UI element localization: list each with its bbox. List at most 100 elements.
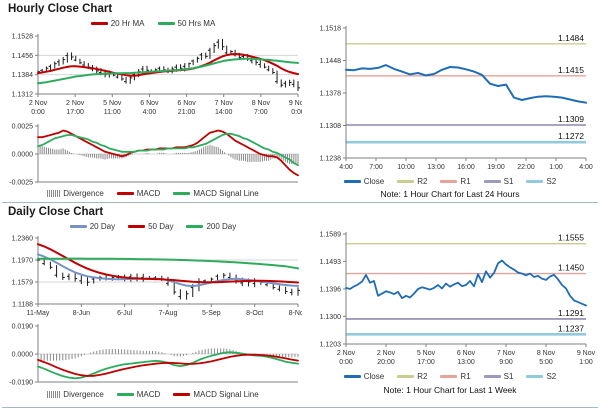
legend-item: R2 xyxy=(397,177,427,186)
legend-item: S1 xyxy=(483,177,514,186)
svg-text:8 Nov: 8 Nov xyxy=(252,100,271,107)
svg-text:1.1396: 1.1396 xyxy=(320,287,342,294)
line-swatch xyxy=(343,180,361,183)
legend-item: MACD Signal Line xyxy=(173,390,259,399)
svg-text:0.0000: 0.0000 xyxy=(12,352,34,359)
line-swatch xyxy=(397,375,415,378)
legend-item: S2 xyxy=(526,177,556,186)
svg-text:1.1528: 1.1528 xyxy=(12,34,34,41)
svg-text:1.1415: 1.1415 xyxy=(558,65,584,75)
svg-text:11-May: 11-May xyxy=(27,310,50,317)
legend-label: MACD Signal Line xyxy=(193,189,259,198)
svg-text:21:00: 21:00 xyxy=(178,109,196,116)
legend-label: MACD xyxy=(136,189,161,198)
svg-text:0:00: 0:00 xyxy=(31,109,45,116)
legend-item: 200 Day xyxy=(186,222,236,231)
legend-item: R1 xyxy=(440,177,471,186)
svg-text:1:00: 1:00 xyxy=(579,359,593,366)
hourly-chart-title: Hourly Close Chart xyxy=(8,3,113,15)
line-swatch xyxy=(526,180,544,183)
legend-label: R1 xyxy=(460,177,471,186)
svg-text:9 Nov: 9 Nov xyxy=(289,100,302,107)
svg-text:13:00: 13:00 xyxy=(457,359,475,366)
legend-item: R1 xyxy=(440,372,471,381)
svg-text:4:00: 4:00 xyxy=(339,164,353,171)
line-swatch xyxy=(440,180,458,183)
line-swatch xyxy=(343,375,361,378)
svg-text:7 Nov: 7 Nov xyxy=(497,350,516,357)
legend-item: 20 Day xyxy=(69,222,116,231)
divergence-bars-swatch xyxy=(47,391,61,398)
svg-text:13:00: 13:00 xyxy=(427,164,445,171)
svg-text:1.1300: 1.1300 xyxy=(320,314,342,321)
svg-text:0.0025: 0.0025 xyxy=(12,124,34,131)
svg-text:4:00: 4:00 xyxy=(579,164,593,171)
svg-text:6-Jul: 6-Jul xyxy=(117,310,133,317)
svg-text:1:00: 1:00 xyxy=(549,164,563,171)
line-swatch xyxy=(483,180,501,183)
svg-text:17:00: 17:00 xyxy=(417,359,435,366)
svg-text:1.1188: 1.1188 xyxy=(12,302,33,309)
svg-text:0.0190: 0.0190 xyxy=(12,324,34,331)
svg-text:1.1448: 1.1448 xyxy=(320,58,342,65)
svg-text:1.1309: 1.1309 xyxy=(558,114,584,124)
svg-text:1.1238: 1.1238 xyxy=(320,156,342,163)
svg-text:1.1312: 1.1312 xyxy=(12,92,34,99)
svg-text:5 Nov: 5 Nov xyxy=(103,100,122,107)
svg-text:2 Nov: 2 Nov xyxy=(29,100,48,107)
line-swatch xyxy=(173,393,191,396)
svg-text:1.1291: 1.1291 xyxy=(558,308,584,318)
svg-text:5 Nov: 5 Nov xyxy=(417,350,436,357)
legend-label: Divergence xyxy=(63,390,104,399)
svg-text:6 Nov: 6 Nov xyxy=(177,100,196,107)
legend-label: 20 Day xyxy=(89,222,116,231)
svg-text:-0.0025: -0.0025 xyxy=(9,180,33,187)
hourly-macd-chart: 0.0025 0.0000 -0.0025 xyxy=(9,124,299,187)
line-swatch xyxy=(483,375,501,378)
legend-label: S1 xyxy=(503,177,514,186)
legend-item: Divergence xyxy=(47,390,104,399)
svg-text:4:00: 4:00 xyxy=(143,109,157,116)
line-swatch xyxy=(116,192,134,195)
legend-item: MACD xyxy=(116,189,161,198)
hourly-pivot-note: Note: 1 Hour Chart for Last 24 Hours xyxy=(380,189,520,199)
svg-text:1.1272: 1.1272 xyxy=(558,131,584,141)
legend-label: 50 Hrs MA xyxy=(177,19,216,28)
divergence-bars-swatch xyxy=(47,190,61,197)
bottom-divider xyxy=(2,407,598,408)
svg-text:0:00: 0:00 xyxy=(339,359,353,366)
svg-text:1.1579: 1.1579 xyxy=(12,279,34,286)
weekly-pivot-chart: 1.1555 1.1450 1.1291 1.1237 1.1589 1.1493 1.13… xyxy=(320,232,596,367)
legend-item: R2 xyxy=(397,372,427,381)
svg-text:8-Nov: 8-Nov xyxy=(289,310,302,317)
svg-text:7 Nov: 7 Nov xyxy=(215,100,234,107)
legend-label: MACD xyxy=(136,390,161,399)
weekly-pivot-note: Note: 1 Hour Chart for Last 1 Week xyxy=(383,385,517,395)
svg-text:1.1589: 1.1589 xyxy=(320,232,342,239)
svg-text:2 Nov: 2 Nov xyxy=(377,350,396,357)
svg-text:20:00: 20:00 xyxy=(377,359,395,366)
svg-text:1.1450: 1.1450 xyxy=(558,263,584,273)
svg-text:11:00: 11:00 xyxy=(104,109,121,116)
svg-text:1.1484: 1.1484 xyxy=(558,33,584,43)
svg-text:14:00: 14:00 xyxy=(215,109,233,116)
line-swatch xyxy=(69,225,87,228)
legend-item: MACD xyxy=(116,390,161,399)
legend-item: MACD Signal Line xyxy=(173,189,259,198)
hourly-macd-legend: Divergence MACD MACD Signal Line xyxy=(4,189,302,198)
svg-text:1.1970: 1.1970 xyxy=(12,257,34,264)
legend-label: S2 xyxy=(546,177,557,186)
line-swatch xyxy=(173,192,191,195)
legend-item: Close xyxy=(343,177,384,186)
legend-label: R1 xyxy=(460,372,471,381)
hourly-pivot-chart: 1.1484 1.1415 1.1309 1.1272 1.1518 1.1448 1.13… xyxy=(320,26,593,172)
svg-text:1.1555: 1.1555 xyxy=(558,233,584,243)
legend-label: Divergence xyxy=(63,189,104,198)
line-swatch xyxy=(90,22,108,25)
svg-text:0.0000: 0.0000 xyxy=(12,152,34,159)
svg-text:1.1456: 1.1456 xyxy=(12,53,34,60)
svg-text:9:00: 9:00 xyxy=(499,359,513,366)
legend-label: R2 xyxy=(417,372,428,381)
